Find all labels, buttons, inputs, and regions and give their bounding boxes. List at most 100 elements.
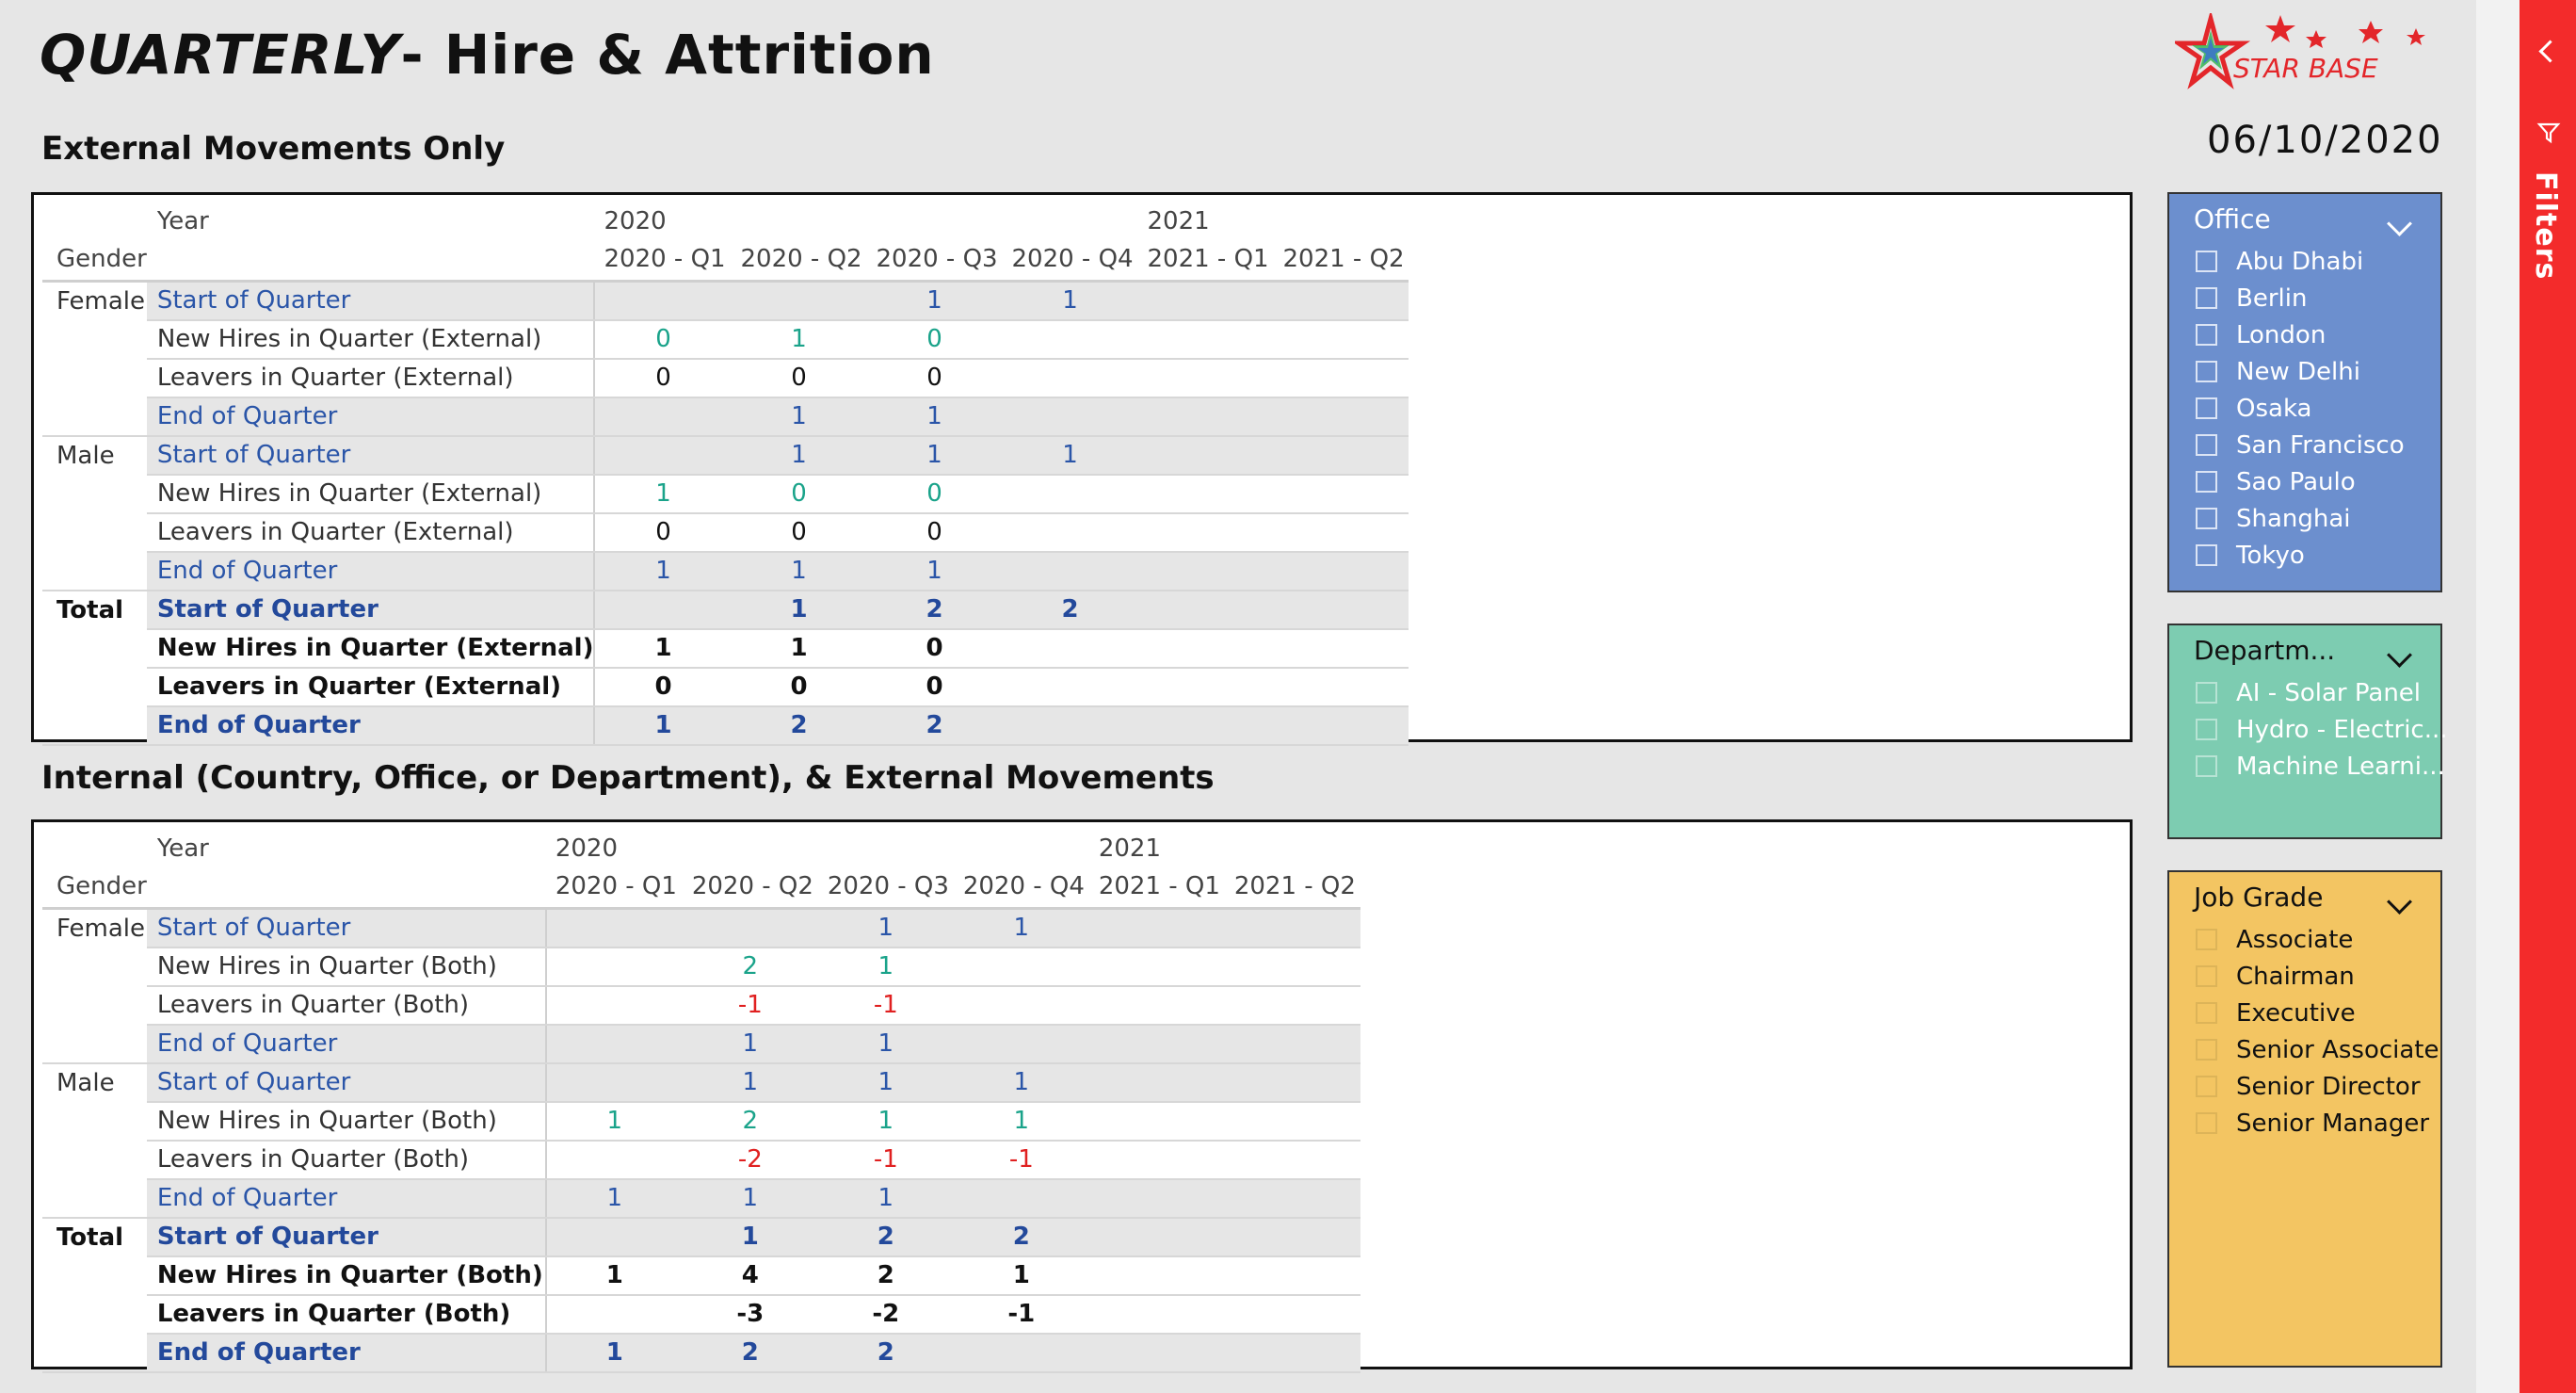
checkbox[interactable] — [2196, 361, 2217, 382]
slicer-item[interactable]: Osaka — [2196, 390, 2405, 427]
value-cell — [1137, 319, 1274, 360]
measure-label[interactable]: Start of Quarter — [146, 281, 596, 321]
filter-icon — [2536, 122, 2561, 144]
slicer-item[interactable]: Senior Associate — [2196, 1031, 2439, 1068]
checkbox[interactable] — [2196, 324, 2217, 346]
value-cell — [1224, 1255, 1360, 1296]
value-cell — [1224, 1294, 1360, 1335]
measure-label[interactable]: End of Quarter — [146, 705, 596, 746]
slicer-item[interactable]: Associate — [2196, 921, 2439, 958]
measure-label[interactable]: Start of Quarter — [146, 435, 596, 476]
value-cell — [1088, 1333, 1225, 1373]
measure-label[interactable]: Leavers in Quarter (External) — [146, 512, 596, 553]
chevron-down-icon[interactable] — [2387, 889, 2412, 915]
checkbox[interactable] — [2196, 251, 2217, 272]
value-cell — [545, 1294, 683, 1335]
value-cell — [594, 435, 732, 476]
measure-label[interactable]: Start of Quarter — [146, 1217, 547, 1257]
slicer-item-label: Sao Paulo — [2236, 467, 2356, 496]
measure-label[interactable]: Leavers in Quarter (Both) — [146, 985, 547, 1026]
quarter-header[interactable]: 2020 - Q4 — [953, 867, 1089, 910]
measure-label[interactable]: Leavers in Quarter (External) — [146, 667, 596, 707]
checkbox[interactable] — [2196, 965, 2217, 987]
value-cell: 2 — [817, 1255, 954, 1296]
measure-label[interactable]: New Hires in Quarter (External) — [146, 474, 596, 514]
checkbox[interactable] — [2196, 1039, 2217, 1061]
year-header — [1002, 203, 1137, 239]
measure-label[interactable]: New Hires in Quarter (Both) — [146, 1255, 547, 1296]
checkbox[interactable] — [2196, 544, 2217, 566]
measure-label[interactable]: Start of Quarter — [146, 908, 547, 948]
checkbox[interactable] — [2196, 1002, 2217, 1024]
checkbox[interactable] — [2196, 1112, 2217, 1134]
quarter-header[interactable]: 2020 - Q3 — [817, 867, 954, 910]
quarter-header[interactable]: 2020 - Q2 — [731, 239, 867, 283]
value-cell — [1224, 1024, 1360, 1064]
measure-label[interactable]: Start of Quarter — [146, 1062, 547, 1103]
chevron-left-icon[interactable] — [2538, 40, 2562, 63]
slicer-item[interactable]: AI - Solar Panel — [2196, 674, 2448, 711]
quarter-header[interactable]: 2020 - Q2 — [682, 867, 818, 910]
checkbox[interactable] — [2196, 508, 2217, 529]
measure-label[interactable]: End of Quarter — [146, 551, 596, 591]
gender-label: Female — [56, 286, 146, 316]
measure-label[interactable]: Leavers in Quarter (External) — [146, 358, 596, 398]
measure-label[interactable]: Leavers in Quarter (Both) — [146, 1140, 547, 1180]
quarter-header[interactable]: 2021 - Q2 — [1224, 867, 1360, 910]
value-cell: 1 — [953, 908, 1089, 948]
measure-label[interactable]: End of Quarter — [146, 1024, 547, 1064]
checkbox[interactable] — [2196, 1076, 2217, 1097]
slicer-item-label: Machine Learni... — [2236, 752, 2445, 781]
quarter-header[interactable]: 2020 - Q1 — [594, 239, 732, 283]
quarter-header[interactable]: 2021 - Q1 — [1137, 239, 1274, 283]
quarter-header[interactable]: 2020 - Q4 — [1002, 239, 1138, 283]
slicer-item[interactable]: Shanghai — [2196, 500, 2405, 537]
slicer-item[interactable]: Abu Dhabi — [2196, 243, 2405, 280]
checkbox[interactable] — [2196, 471, 2217, 493]
measure-label[interactable]: End of Quarter — [146, 1333, 547, 1373]
slicer-item[interactable]: Berlin — [2196, 280, 2405, 316]
chevron-down-icon[interactable] — [2387, 642, 2412, 668]
slicer-item[interactable]: Sao Paulo — [2196, 463, 2405, 500]
quarter-header[interactable]: 2020 - Q3 — [866, 239, 1003, 283]
measure-label[interactable]: New Hires in Quarter (Both) — [146, 1101, 547, 1142]
value-cell — [594, 281, 732, 321]
slicer-item[interactable]: Machine Learni... — [2196, 748, 2448, 785]
checkbox[interactable] — [2196, 755, 2217, 777]
checkbox[interactable] — [2196, 719, 2217, 740]
checkbox[interactable] — [2196, 434, 2217, 456]
table-row: End of Quarter 1 1 1 — [42, 551, 1409, 591]
filters-pane-collapsed[interactable]: Filters — [2520, 0, 2576, 1393]
value-cell: 1 — [866, 281, 1003, 321]
measure-label[interactable]: New Hires in Quarter (Both) — [146, 947, 547, 987]
filters-label[interactable]: Filters — [2529, 171, 2562, 281]
measure-label[interactable]: Leavers in Quarter (Both) — [146, 1294, 547, 1335]
quarter-header[interactable]: 2021 - Q2 — [1273, 239, 1409, 283]
measure-label[interactable]: New Hires in Quarter (External) — [146, 319, 596, 360]
slicer-item[interactable]: Senior Manager — [2196, 1105, 2439, 1142]
measure-label[interactable]: End of Quarter — [146, 1178, 547, 1219]
value-cell — [1137, 667, 1274, 707]
checkbox[interactable] — [2196, 929, 2217, 950]
chevron-down-icon[interactable] — [2387, 211, 2412, 236]
value-cell — [1002, 358, 1138, 398]
quarter-header[interactable]: 2020 - Q1 — [545, 867, 683, 910]
slicer-item[interactable]: Executive — [2196, 995, 2439, 1031]
slicer-item[interactable]: San Francisco — [2196, 427, 2405, 463]
slicer-item[interactable]: Senior Director — [2196, 1068, 2439, 1105]
table-row: Leavers in Quarter (Both) -1 -1 — [42, 985, 1360, 1026]
checkbox[interactable] — [2196, 682, 2217, 704]
measure-label[interactable]: Start of Quarter — [146, 590, 596, 630]
gender-label — [42, 1102, 147, 1141]
measure-label[interactable]: New Hires in Quarter (External) — [146, 628, 596, 669]
slicer-item[interactable]: London — [2196, 316, 2405, 353]
quarter-header[interactable]: 2021 - Q1 — [1088, 867, 1225, 910]
slicer-item[interactable]: Chairman — [2196, 958, 2439, 995]
slicer-item[interactable]: New Delhi — [2196, 353, 2405, 390]
slicer-item[interactable]: Hydro - Electric... — [2196, 711, 2448, 748]
checkbox[interactable] — [2196, 287, 2217, 309]
value-cell — [953, 1024, 1089, 1064]
slicer-item[interactable]: Tokyo — [2196, 537, 2405, 574]
measure-label[interactable]: End of Quarter — [146, 397, 596, 437]
checkbox[interactable] — [2196, 397, 2217, 419]
